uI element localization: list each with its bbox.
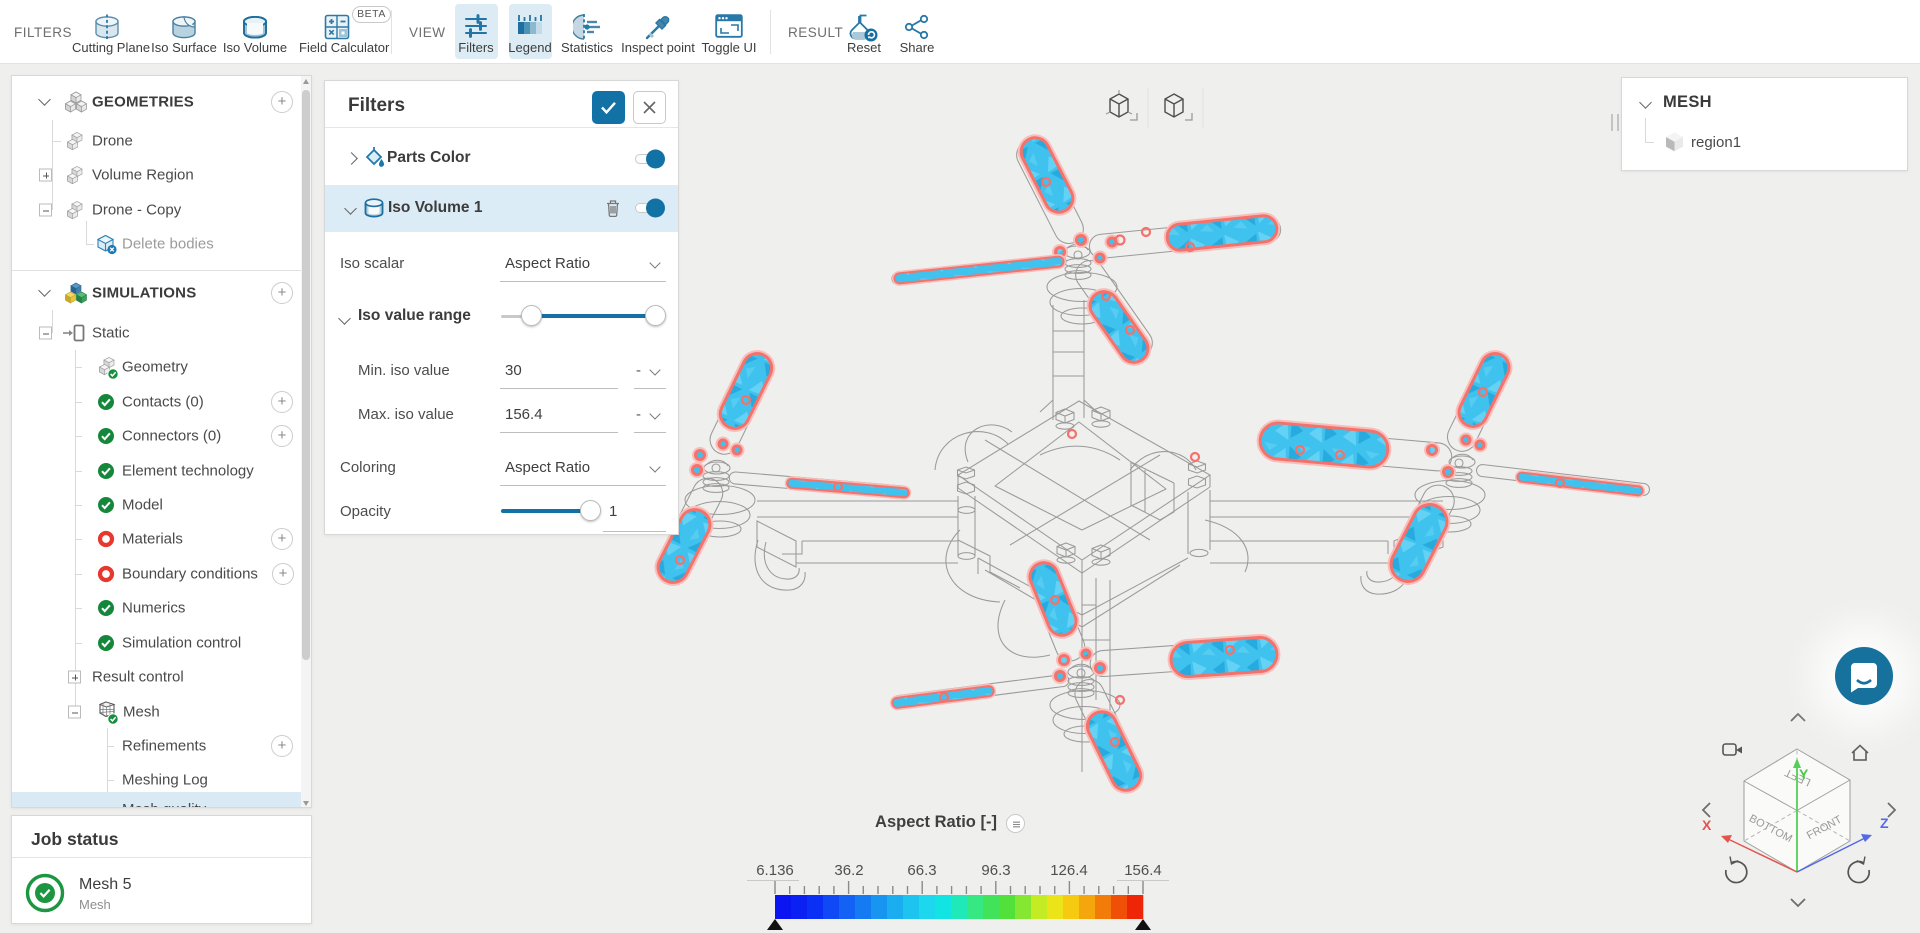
svg-text:X: X [1702, 817, 1712, 833]
svg-text:Z: Z [1880, 815, 1889, 831]
svg-text:Y: Y [1799, 766, 1809, 782]
